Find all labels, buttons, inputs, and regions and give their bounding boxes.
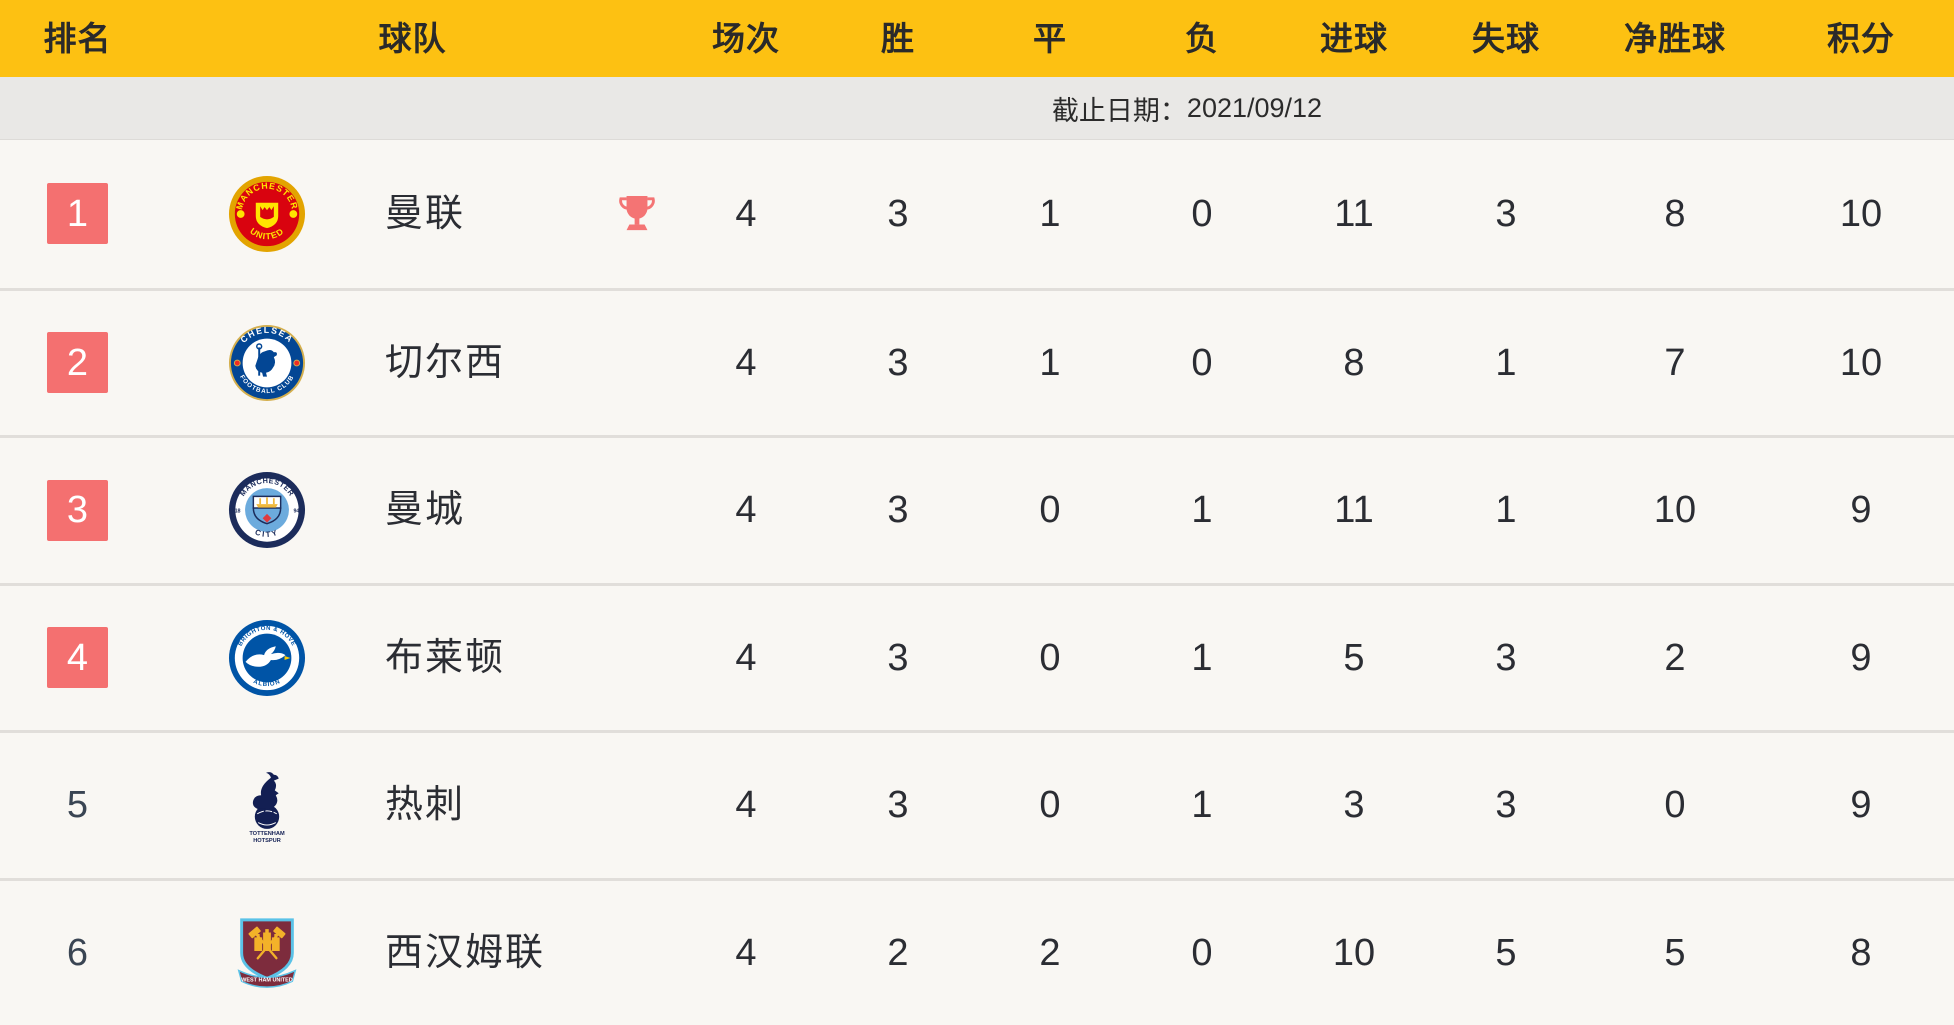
losses-cell: 1 xyxy=(1191,784,1213,827)
rank-number: 5 xyxy=(66,784,89,827)
played-cell: 4 xyxy=(735,489,757,532)
losses-cell: 1 xyxy=(1191,636,1213,679)
brighton-crest-icon: BRIGHTON & HOVE ALBION xyxy=(228,619,306,697)
trophy-icon xyxy=(618,193,656,235)
manchester-united-crest-icon: MANCHESTER UNITED xyxy=(228,175,306,253)
goals-for-cell: 3 xyxy=(1343,784,1365,827)
header-draws: 平 xyxy=(1033,20,1067,57)
crest-text: TOTTENHAM xyxy=(249,831,285,837)
goals-for-cell: 8 xyxy=(1343,341,1365,384)
draws-cell: 0 xyxy=(1039,784,1061,827)
svg-text:ALBION: ALBION xyxy=(252,679,282,688)
points-cell: 9 xyxy=(1850,636,1872,679)
goals-against-cell: 5 xyxy=(1495,931,1517,974)
team-name: 热刺 xyxy=(385,784,466,827)
draws-cell: 0 xyxy=(1039,489,1061,532)
played-cell: 4 xyxy=(735,784,757,827)
goal-diff-cell: 7 xyxy=(1664,341,1686,384)
points-cell: 10 xyxy=(1839,341,1883,384)
goal-diff-cell: 8 xyxy=(1664,192,1686,235)
crest-text: CITY xyxy=(254,528,278,540)
west-ham-crest-icon: WEST HAM UNITED xyxy=(228,914,306,992)
header-rank: 排名 xyxy=(43,20,112,57)
svg-text:UNITED: UNITED xyxy=(248,226,286,241)
header-goals-for: 进球 xyxy=(1320,20,1388,57)
goals-for-cell: 10 xyxy=(1332,931,1376,974)
goal-diff-cell: 0 xyxy=(1664,784,1686,827)
wins-cell: 3 xyxy=(887,784,909,827)
tottenham-crest-icon: TOTTENHAM HOTSPUR xyxy=(228,766,306,844)
draws-cell: 2 xyxy=(1039,931,1061,974)
header-points: 积分 xyxy=(1827,20,1895,57)
goals-for-cell: 5 xyxy=(1343,636,1365,679)
header-goals-against: 失球 xyxy=(1472,20,1540,57)
draws-cell: 0 xyxy=(1039,636,1061,679)
date-banner: 截止日期： 2021/09/12 xyxy=(0,77,1954,140)
losses-cell: 1 xyxy=(1191,489,1213,532)
rank-badge: 1 xyxy=(47,183,108,245)
table-row: 4 BRIGHTON & HOVE ALBION 布莱顿 xyxy=(0,582,1954,730)
goals-for-cell: 11 xyxy=(1334,489,1374,532)
goals-against-cell: 1 xyxy=(1495,489,1517,532)
wins-cell: 3 xyxy=(887,636,909,679)
table-row: 6 WEST HAM UNITED 西汉姆联 4 xyxy=(0,877,1954,1025)
losses-cell: 0 xyxy=(1191,192,1213,235)
date-value: 2021/09/12 xyxy=(1186,92,1323,123)
goal-diff-cell: 10 xyxy=(1653,489,1697,532)
wins-cell: 3 xyxy=(887,341,909,384)
draws-cell: 1 xyxy=(1039,192,1061,235)
played-cell: 4 xyxy=(735,341,757,384)
crest-text: WEST HAM UNITED xyxy=(241,977,293,983)
rank-badge: 3 xyxy=(47,479,108,541)
team-name: 西汉姆联 xyxy=(385,931,546,974)
rank-badge: 2 xyxy=(47,332,108,394)
played-cell: 4 xyxy=(735,636,757,679)
team-name: 曼联 xyxy=(385,192,466,235)
table-row: 3 MANCHESTER CITY 18 94 xyxy=(0,435,1954,583)
rank-number: 6 xyxy=(66,931,89,974)
goals-against-cell: 1 xyxy=(1495,341,1517,384)
crest-text: HOTSPUR xyxy=(253,838,281,844)
table-header: 排名 球队 场次 胜 平 负 进球 失球 净胜球 积分 xyxy=(0,0,1954,77)
goals-against-cell: 3 xyxy=(1495,192,1517,235)
table-row: 1 MANCHESTER UNITED 曼联 xyxy=(0,140,1954,288)
crest-text: 94 xyxy=(293,509,299,515)
chelsea-crest-icon: CHELSEA FOOTBALL CLUB xyxy=(228,324,306,402)
points-cell: 9 xyxy=(1850,489,1872,532)
wins-cell: 3 xyxy=(887,489,909,532)
table-row: 5 TOTTENHAM HOTSPUR 热刺 4 3 0 1 3 3 0 9 xyxy=(0,730,1954,878)
points-cell: 9 xyxy=(1850,784,1872,827)
crest-text: 18 xyxy=(235,509,241,515)
losses-cell: 0 xyxy=(1191,341,1213,384)
table-row: 2 CHELSEA FOOTBALL CLUB xyxy=(0,287,1954,435)
points-cell: 8 xyxy=(1850,931,1872,974)
goal-diff-cell: 2 xyxy=(1664,636,1686,679)
losses-cell: 0 xyxy=(1191,931,1213,974)
header-played: 场次 xyxy=(712,20,780,57)
svg-text:CITY: CITY xyxy=(254,528,280,540)
date-label: 截止日期： xyxy=(1051,95,1187,126)
team-name: 曼城 xyxy=(385,489,466,532)
team-name: 切尔西 xyxy=(385,341,506,384)
header-wins: 胜 xyxy=(881,20,915,57)
goals-for-cell: 11 xyxy=(1334,192,1374,235)
team-name: 布莱顿 xyxy=(385,636,506,679)
rank-badge: 4 xyxy=(47,627,108,689)
wins-cell: 2 xyxy=(887,931,909,974)
draws-cell: 1 xyxy=(1039,341,1061,384)
played-cell: 4 xyxy=(735,931,757,974)
crest-text: ALBION xyxy=(252,679,281,688)
points-cell: 10 xyxy=(1839,192,1883,235)
header-losses: 负 xyxy=(1185,20,1219,57)
header-goal-diff: 净胜球 xyxy=(1624,20,1726,57)
played-cell: 4 xyxy=(735,192,757,235)
manchester-city-crest-icon: MANCHESTER CITY 18 94 xyxy=(228,471,306,549)
goals-against-cell: 3 xyxy=(1495,636,1517,679)
goal-diff-cell: 5 xyxy=(1664,931,1686,974)
header-team: 球队 xyxy=(378,20,447,57)
goals-against-cell: 3 xyxy=(1495,784,1517,827)
crest-text: UNITED xyxy=(248,226,285,241)
wins-cell: 3 xyxy=(887,192,909,235)
